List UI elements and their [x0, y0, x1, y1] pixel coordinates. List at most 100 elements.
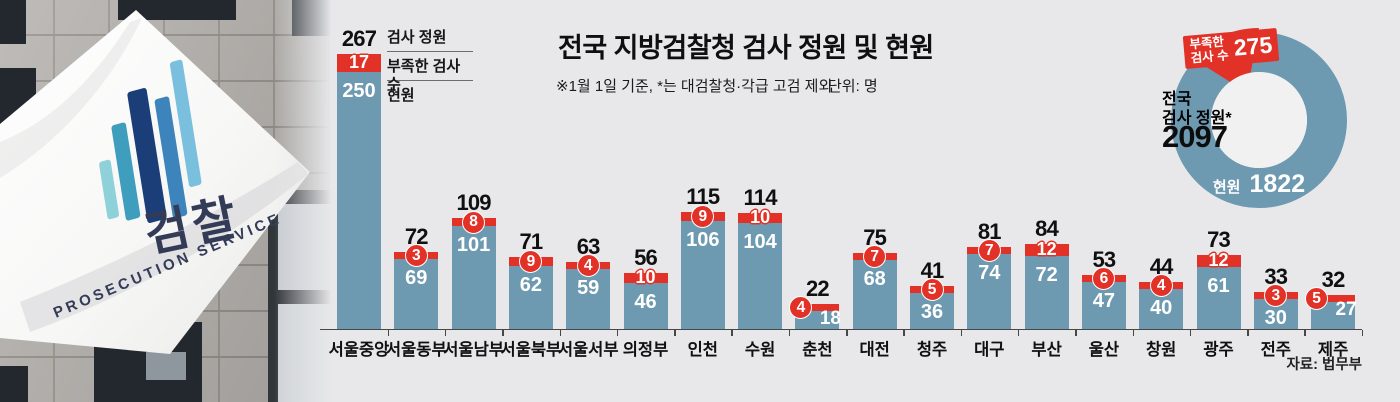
- bar-shortage-label: 17: [348, 52, 370, 72]
- bar-total-label: 84: [1035, 216, 1059, 241]
- bar-current-label: 40: [1150, 297, 1173, 319]
- axis-tick: [1132, 330, 1135, 336]
- bar-segment-current: [508, 266, 553, 330]
- bar-total-label: 41: [920, 258, 945, 283]
- legend-divider: [387, 51, 473, 52]
- bar-total-label: 81: [977, 219, 1002, 244]
- axis-tick: [502, 330, 504, 336]
- prosecution-building-photo: 검찰 PROSECUTION SERVICE: [0, 0, 338, 402]
- bar-shortage-label: 12: [1208, 250, 1229, 270]
- bar-shortage-badge: 3: [404, 244, 428, 267]
- bar-segment-shortage: [337, 54, 381, 72]
- bar-current-label: 59: [577, 277, 600, 299]
- bar-segment-current: [623, 283, 668, 330]
- donut-total-value: 2097: [1162, 119, 1228, 154]
- axis-tick: [559, 330, 562, 336]
- bar-total-label: 63: [576, 234, 601, 259]
- bar-current-label: 104: [743, 231, 777, 253]
- bar-current-label: 101: [456, 234, 491, 256]
- bar-shortage-badge: 4: [789, 296, 813, 319]
- donut-current-row: 현원 1822: [1162, 170, 1356, 199]
- axis-tick: [731, 330, 733, 336]
- bar-segment-current: [738, 223, 783, 330]
- axis-tick: [1075, 330, 1077, 336]
- bar-segment-shortage: [738, 213, 783, 223]
- category-label: 서울서부: [557, 341, 619, 359]
- bar-total-label: 73: [1207, 227, 1231, 252]
- bar-total-label: 53: [1092, 247, 1116, 272]
- bar-segment-current: [337, 72, 381, 330]
- axis-tick: [1361, 330, 1364, 336]
- bar-segment-current: [566, 269, 611, 330]
- bar-segment-current: [680, 221, 725, 330]
- bar-shortage-badge: 5: [920, 278, 944, 301]
- bar-total-label: 32: [1321, 267, 1346, 292]
- building-window: [0, 366, 28, 402]
- bar-segment-current: [1024, 256, 1069, 330]
- bar-segment-shortage: [795, 304, 840, 311]
- bar-shortage-label: 12: [1036, 239, 1057, 259]
- axis-tick: [1304, 330, 1306, 336]
- category-label: 창원: [1146, 341, 1177, 359]
- bar-total-label: 75: [863, 225, 887, 250]
- bar-segment-shortage: [1024, 244, 1069, 256]
- bar-current-label: 106: [686, 229, 720, 251]
- bar-current-label: 250: [342, 80, 376, 102]
- donut-current-label: 현원: [1212, 179, 1241, 196]
- category-label: 인천: [687, 341, 718, 359]
- legend-shortage-label: 부족한 검사 수: [387, 58, 461, 93]
- building-window: [118, 0, 236, 20]
- donut-center-line1: 전국: [1162, 91, 1192, 108]
- prosecution-logo-icon: [99, 59, 202, 223]
- axis-tick: [1247, 330, 1249, 336]
- axis-tick: [444, 330, 447, 336]
- axis-tick: [903, 330, 905, 336]
- bar-total-label: 115: [686, 184, 720, 209]
- bar-segment-current: [451, 226, 496, 330]
- donut-hole: [1211, 72, 1307, 168]
- unit-label: 단위: 명: [828, 78, 878, 95]
- building-window-glass: [146, 352, 186, 380]
- source-label: 자료: 법무부: [1286, 357, 1362, 373]
- axis-tick: [846, 330, 848, 336]
- bar-total-label: 71: [519, 229, 543, 254]
- donut-current-value: 1822: [1249, 170, 1306, 198]
- legend-current-label: 현원: [387, 87, 415, 104]
- x-axis: [320, 329, 1362, 330]
- bar-current-label: 27: [1335, 299, 1357, 320]
- donut-shortage-label: 부족한 검사 수: [1188, 34, 1230, 66]
- bar-current-label: 62: [519, 274, 543, 296]
- bar-segment-current: [1196, 267, 1241, 330]
- bar-shortage-label: 10: [635, 267, 656, 287]
- category-label: 춘천: [802, 341, 833, 359]
- category-label: 울산: [1088, 341, 1120, 359]
- bar-segment-current: [852, 260, 897, 330]
- bar-shortage-badge: 9: [691, 205, 715, 228]
- category-label: 제주: [1317, 341, 1349, 359]
- bar-current-label: 18: [819, 308, 841, 329]
- bar-total-label: 267: [341, 26, 377, 51]
- bar-current-label: 47: [1092, 290, 1116, 312]
- donut-shortage-value: 275: [1232, 31, 1274, 61]
- axis-tick: [1189, 330, 1192, 336]
- category-label: 수원: [744, 341, 776, 359]
- bar-current-label: 72: [1035, 264, 1058, 286]
- bar-total-label: 33: [1264, 264, 1288, 289]
- category-label: 대전: [859, 341, 890, 359]
- bar-shortage-label: 10: [750, 207, 771, 227]
- category-label: 대구: [974, 341, 1005, 359]
- bar-total-label: 56: [634, 245, 658, 270]
- bar-shortage-badge: 3: [1264, 284, 1288, 307]
- legend-divider: [387, 80, 473, 81]
- bar-current-label: 46: [634, 291, 657, 313]
- bar-shortage-badge: 8: [462, 210, 486, 234]
- bar-current-label: 69: [405, 267, 428, 289]
- prosecution-flag: 검찰 PROSECUTION SERVICE: [0, 10, 310, 354]
- category-label: 의정부: [622, 341, 669, 359]
- bar-shortage-badge: 5: [1305, 287, 1329, 310]
- category-label: 전주: [1260, 341, 1291, 359]
- bar-total-label: 114: [743, 185, 778, 210]
- bar-current-label: 36: [920, 301, 944, 323]
- bar-current-label: 68: [863, 268, 886, 290]
- bar-total-label: 22: [805, 276, 830, 301]
